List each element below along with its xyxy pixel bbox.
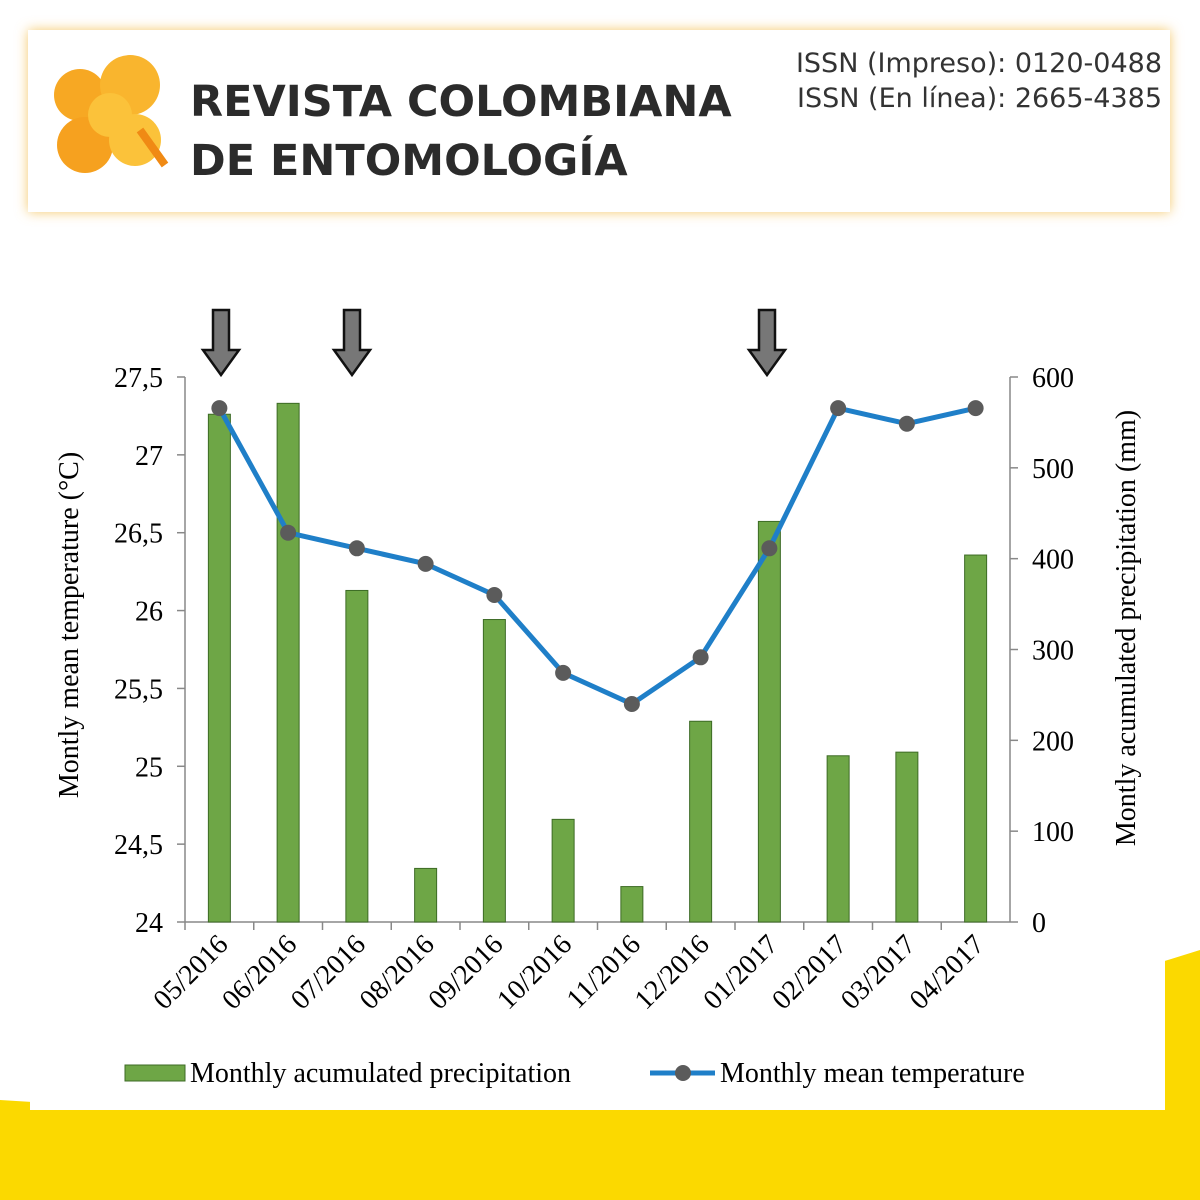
bg-wave [0, 950, 1200, 1200]
issn: ISSN (En línea): 2665-4385 [797, 83, 1162, 114]
y2-tick-label: 100 [1032, 817, 1074, 848]
legend-label: Monthly mean temperature [720, 1058, 1025, 1089]
bar [345, 589, 369, 923]
bar [414, 867, 438, 923]
marker [417, 555, 434, 572]
y-tick-label: 25 [135, 752, 163, 783]
bar [620, 886, 644, 923]
legend-swatch [124, 1064, 186, 1082]
bar [964, 554, 988, 923]
arrow [200, 308, 242, 378]
y-tick-label: 27 [135, 441, 163, 472]
y2-tick-label: 200 [1032, 726, 1074, 757]
y2-tick-label: 300 [1032, 636, 1074, 667]
y-tick-label: 26 [135, 597, 163, 628]
arrow [746, 308, 788, 378]
legend-marker [675, 1065, 691, 1081]
marker [692, 649, 709, 666]
line [217, 405, 977, 707]
y-tick-label: 24 [135, 908, 163, 939]
bar [895, 751, 919, 923]
legend-label: Monthly acumulated precipitation [190, 1058, 571, 1089]
y-tick-label: 24,5 [114, 830, 163, 861]
marker [348, 540, 365, 557]
issn: ISSN (Impreso): 0120-0488 [796, 48, 1162, 79]
bar [482, 619, 506, 923]
marker [898, 415, 915, 432]
arrow [331, 308, 373, 378]
bar [207, 413, 231, 923]
bar [276, 402, 300, 923]
y2-tick-label: 0 [1032, 908, 1046, 939]
marker [967, 400, 984, 417]
marker [761, 540, 778, 557]
marker [623, 696, 640, 712]
journal-title: REVISTA COLOMBIANA [190, 77, 732, 127]
y-tick-label: 26,5 [114, 519, 163, 550]
bar [689, 720, 713, 923]
arrows [200, 308, 788, 378]
y-tick-label: 25,5 [114, 674, 163, 705]
logo [54, 55, 169, 173]
marker [486, 587, 503, 603]
bar [757, 520, 781, 923]
banner [28, 30, 1170, 212]
y2-tick-label: 600 [1032, 363, 1074, 394]
marker [555, 664, 572, 681]
y2-tick-label: 400 [1032, 545, 1074, 576]
logo-stem [136, 127, 169, 168]
bar [826, 755, 850, 923]
y-tick-label: 27,5 [114, 363, 163, 394]
y2-axis-label: Montly acumulated precipitation (mm) [1111, 410, 1142, 846]
journal-title: DE ENTOMOLOGÍA [190, 135, 628, 186]
y-axis-label: Montly mean temperature (°C) [54, 452, 85, 798]
marker [211, 400, 228, 417]
marker [830, 400, 847, 417]
marker [280, 524, 297, 541]
y2-tick-label: 500 [1032, 454, 1074, 485]
bar [551, 818, 575, 923]
